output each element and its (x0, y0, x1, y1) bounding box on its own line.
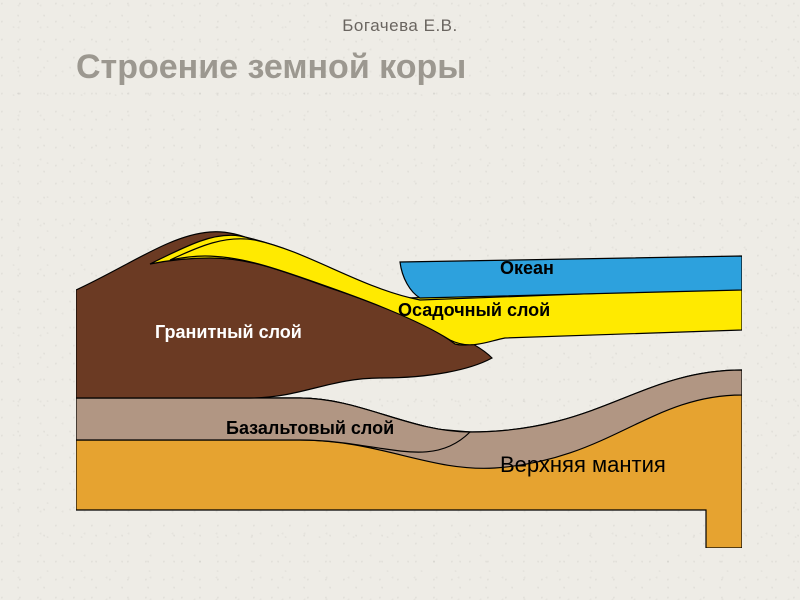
label-basalt: Базальтовый слой (226, 418, 394, 439)
label-sediment: Осадочный слой (398, 300, 550, 321)
label-ocean: Океан (500, 258, 554, 279)
ocean-shape (400, 256, 742, 298)
label-upper-mantle: Верхняя мантия (500, 452, 666, 478)
label-granite: Гранитный слой (155, 322, 302, 343)
